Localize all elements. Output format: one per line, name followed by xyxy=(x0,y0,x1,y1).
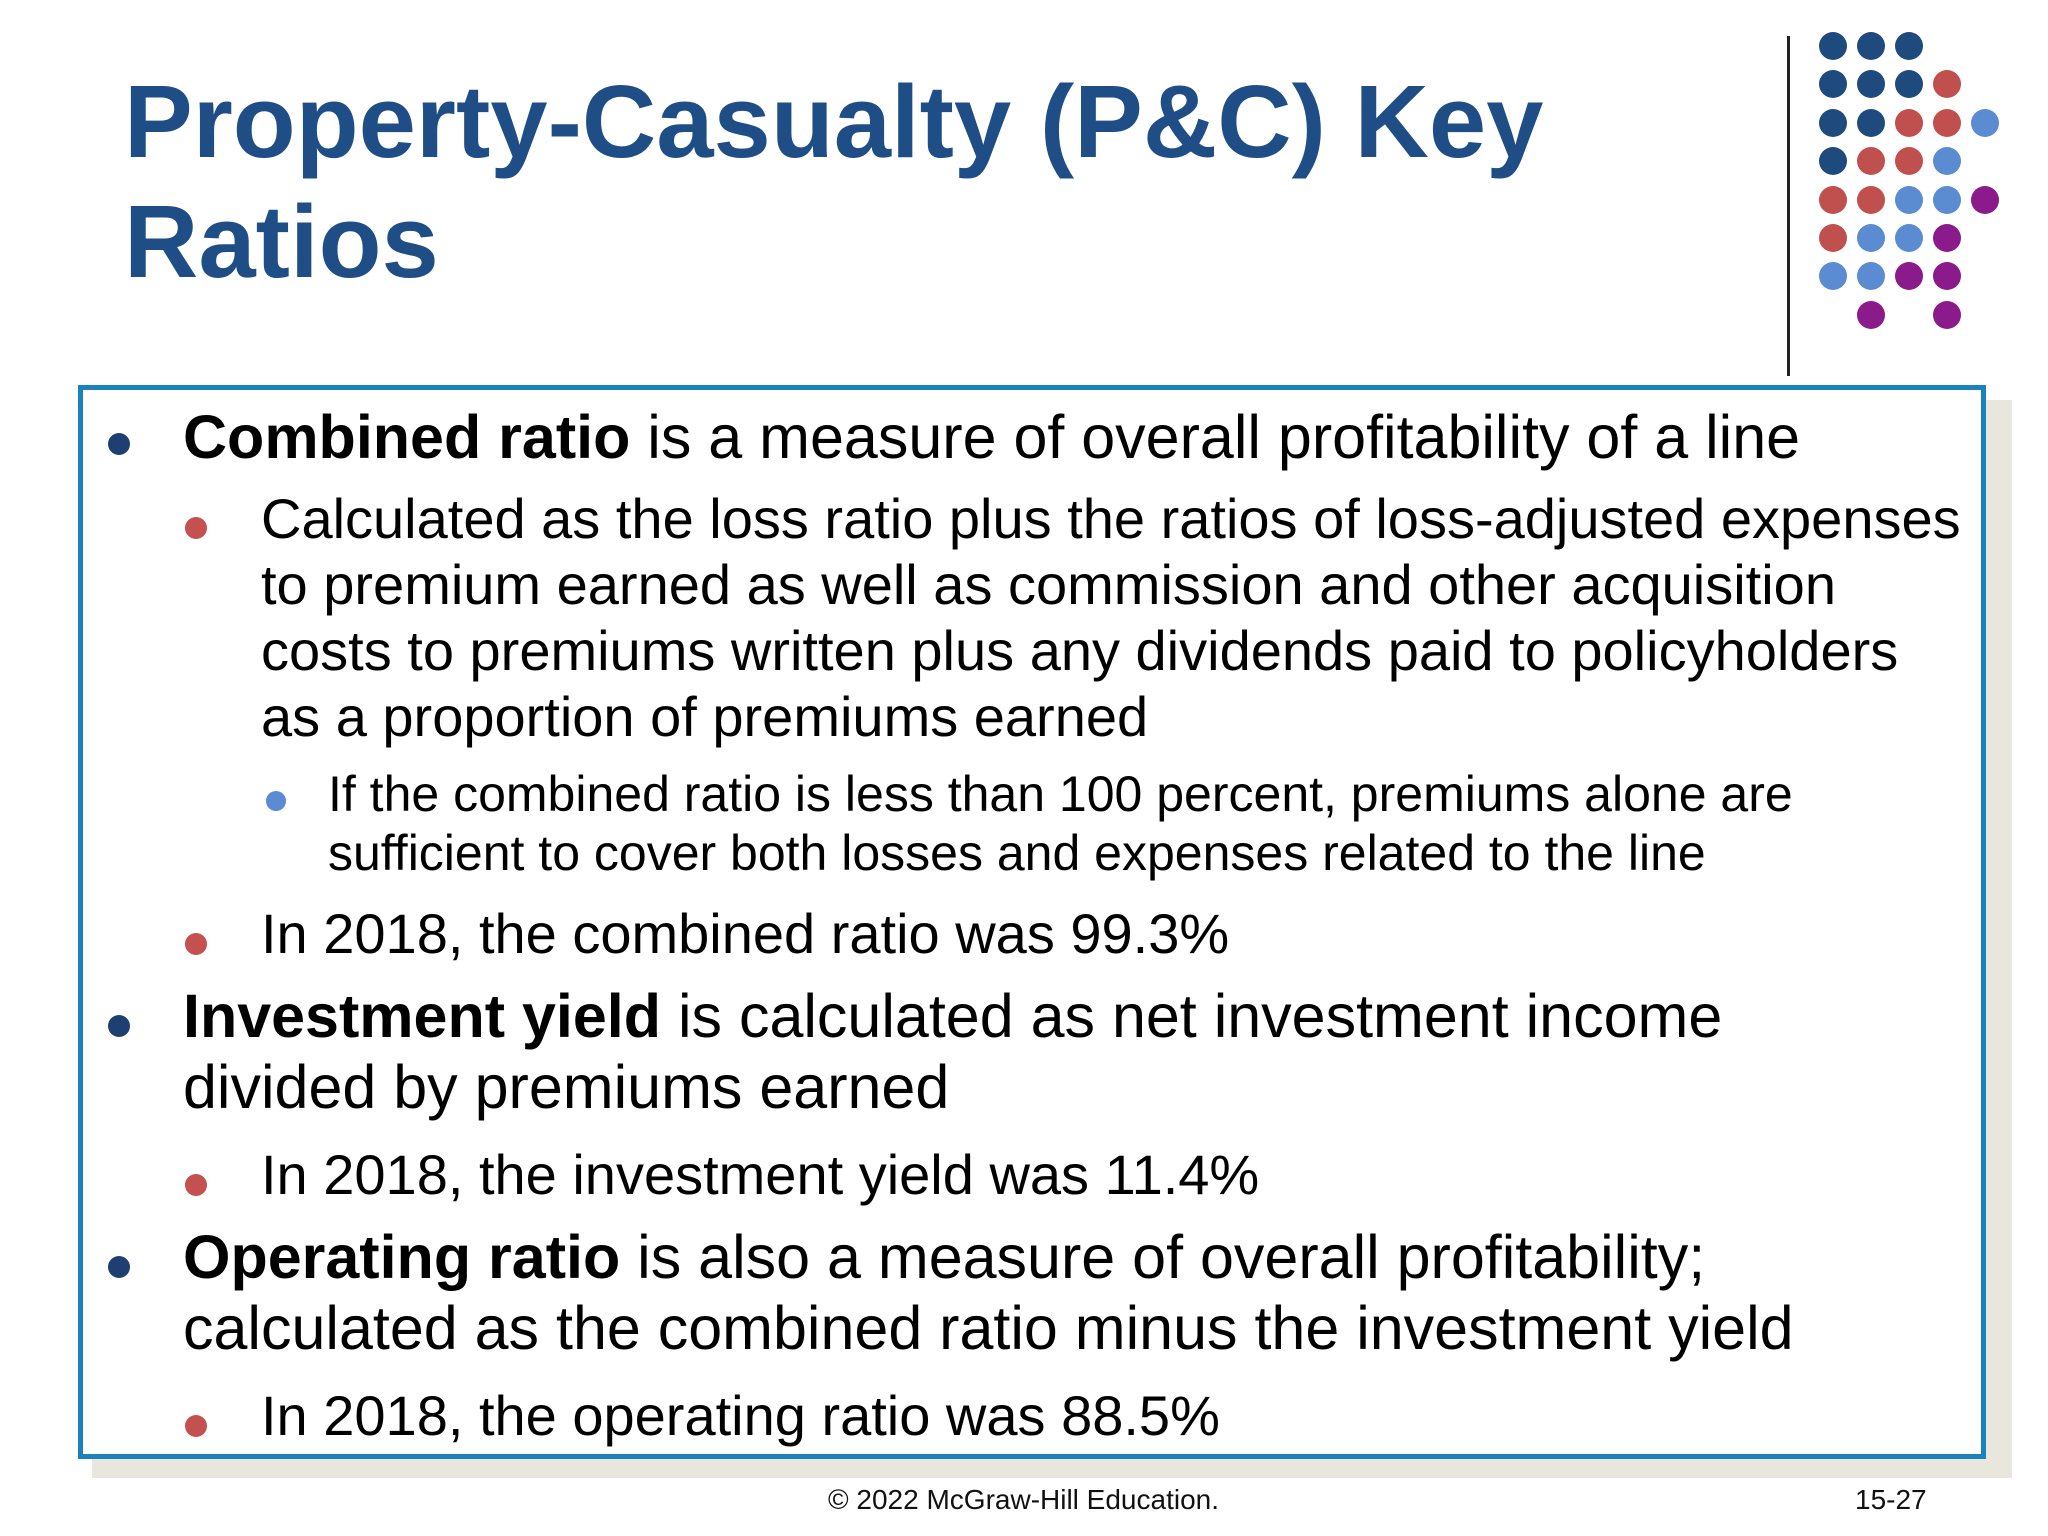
investment-yield-2018: In 2018, the investment yield was 11.4% xyxy=(261,1143,1260,1206)
decorative-dot xyxy=(1895,108,1923,137)
decorative-dot xyxy=(1857,32,1885,60)
term-operating-ratio: Operating ratio xyxy=(183,1223,621,1291)
combined-ratio-description: is a measure of overall profitability of… xyxy=(630,403,1801,471)
decorative-dot xyxy=(1933,70,1961,99)
decorative-dot xyxy=(1895,224,1923,252)
decorative-dot xyxy=(1819,185,1847,214)
slide-number: 15-27 xyxy=(1855,1484,1927,1515)
decorative-dot xyxy=(1895,32,1923,60)
decorative-dot xyxy=(1857,224,1885,252)
decorative-dot xyxy=(1933,300,1961,329)
bullet-icon xyxy=(185,1174,207,1196)
copyright-notice: © 2022 McGraw-Hill Education. xyxy=(828,1484,1220,1515)
bullet-icon xyxy=(185,1415,207,1437)
bullet-investment-yield: Investment yield is calculated as net in… xyxy=(183,981,1893,1123)
decorative-dot xyxy=(1895,262,1923,291)
title-divider-line xyxy=(1787,36,1790,376)
decorative-dot xyxy=(1819,224,1847,252)
decorative-dot xyxy=(1933,224,1961,252)
bullet-combined-ratio: Combined ratio is a measure of overall p… xyxy=(183,402,1973,473)
term-investment-yield: Investment yield xyxy=(183,982,661,1050)
decorative-dot xyxy=(1933,147,1961,176)
slide-title: Property-Casualty (P&C) Key Ratios xyxy=(124,64,1544,299)
decorative-dot xyxy=(1895,147,1923,176)
investment-yield-description: is calculated as net investment income d… xyxy=(183,982,1723,1121)
bullet-icon xyxy=(185,933,207,955)
bullet-icon xyxy=(108,433,130,455)
decorative-dot xyxy=(1819,108,1847,137)
decorative-dot xyxy=(1895,185,1923,214)
decorative-dot xyxy=(1819,262,1847,291)
decorative-dot xyxy=(1857,70,1885,99)
decorative-dot xyxy=(1971,185,1999,214)
operating-ratio-2018: In 2018, the operating ratio was 88.5% xyxy=(261,1384,1220,1447)
bullet-icon xyxy=(108,1015,130,1037)
combined-ratio-2018: In 2018, the combined ratio was 99.3% xyxy=(261,902,1230,965)
decorative-dot xyxy=(1971,108,1999,137)
bullet-icon xyxy=(108,1256,130,1278)
bullet-icon xyxy=(266,791,286,811)
bullet-operating-ratio: Operating ratio is also a measure of ove… xyxy=(183,1222,1893,1364)
decorative-dot xyxy=(1819,70,1847,99)
term-combined-ratio: Combined ratio xyxy=(183,403,631,471)
decorative-dot xyxy=(1933,108,1961,137)
decorative-dot xyxy=(1895,70,1923,99)
content-box: Combined ratio is a measure of overall p… xyxy=(78,385,1986,1459)
decorative-dot xyxy=(1857,108,1885,137)
decorative-dot xyxy=(1857,262,1885,291)
bullet-icon xyxy=(185,517,207,539)
decorative-dot xyxy=(1819,147,1847,176)
decorative-dot xyxy=(1933,262,1961,291)
combined-ratio-calculation: Calculated as the loss ratio plus the ra… xyxy=(261,487,1961,748)
decorative-dot xyxy=(1819,32,1847,60)
decorative-dot xyxy=(1857,147,1885,176)
operating-ratio-description: is also a measure of overall profitabili… xyxy=(183,1223,1794,1362)
decorative-dot xyxy=(1933,185,1961,214)
decorative-dot xyxy=(1857,185,1885,214)
decorative-dot xyxy=(1857,300,1885,329)
combined-ratio-threshold-note: If the combined ratio is less than 100 p… xyxy=(328,766,1793,881)
